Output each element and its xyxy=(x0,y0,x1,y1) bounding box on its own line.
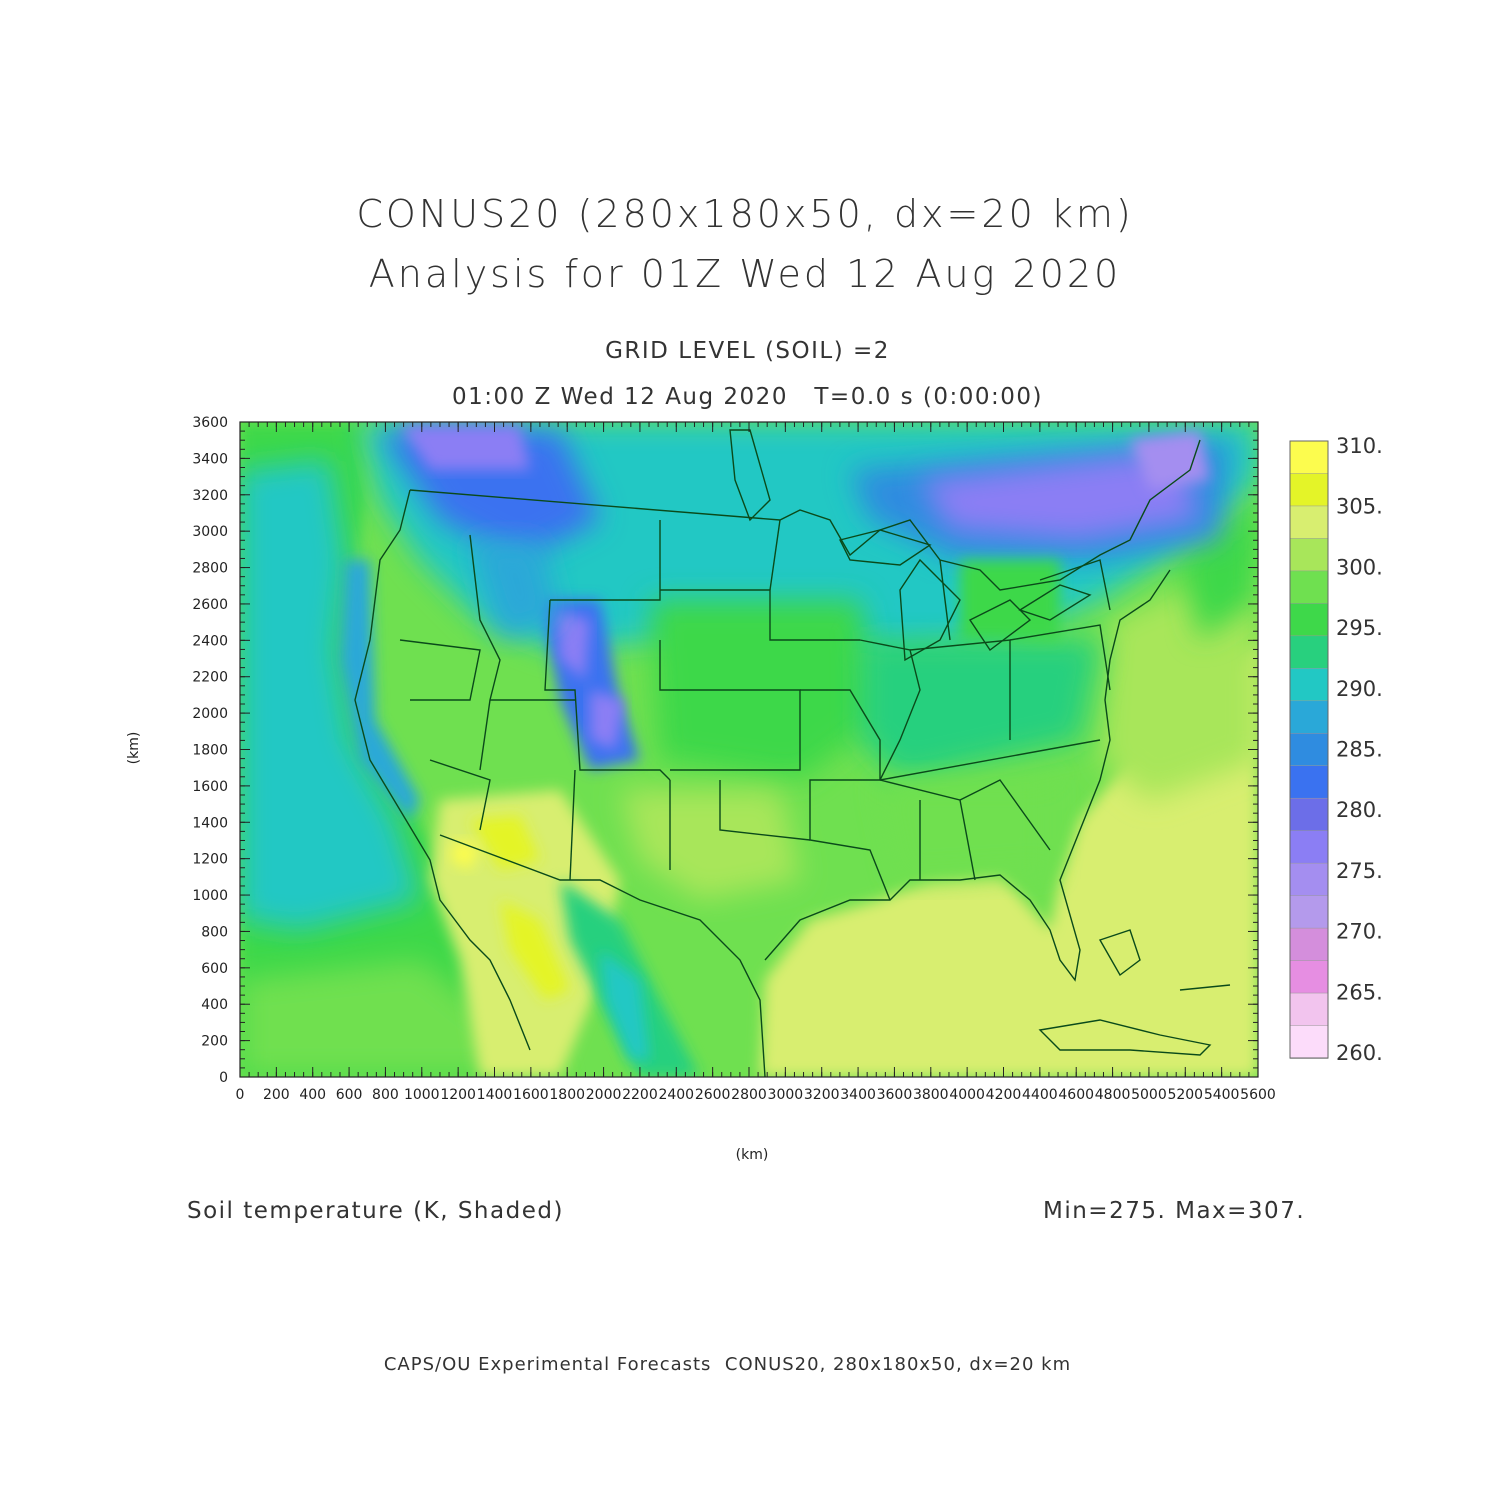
colorbar-label: 275. xyxy=(1336,859,1383,883)
x-tick-label: 600 xyxy=(336,1087,363,1103)
x-tick-label: 0 xyxy=(236,1087,245,1103)
credit-line: CAPS/OU Experimental Forecasts CONUS20, … xyxy=(383,1354,1072,1375)
colorbar-swatch xyxy=(1289,505,1329,540)
colorbar-label: 270. xyxy=(1336,920,1383,944)
colorbar-swatch xyxy=(1289,992,1329,1027)
colorbar-label: 280. xyxy=(1336,798,1383,822)
colorbar-swatch xyxy=(1289,765,1329,799)
x-tick-label: 2400 xyxy=(658,1087,694,1103)
x-tick-label: 4000 xyxy=(949,1087,985,1103)
colorbar-label: 310. xyxy=(1336,434,1383,458)
valid-time-label: 01:00 Z Wed 12 Aug 2020 T=0.0 s (0:00:00… xyxy=(452,384,1043,410)
x-axis-ticks: 0 200 400 600 800 1000 1200 1400 1600 1800 2000 220… xyxy=(236,422,1276,1103)
x-tick-label: 3800 xyxy=(913,1087,949,1103)
x-tick-label: 1600 xyxy=(513,1087,549,1103)
colorbar-swatch xyxy=(1289,700,1329,735)
y-tick-label: 1000 xyxy=(192,888,228,904)
colorbar-swatch xyxy=(1289,797,1329,832)
colorbar-swatch xyxy=(1289,538,1329,572)
colorbar xyxy=(1289,440,1329,1059)
y-tick-label: 3200 xyxy=(192,488,228,504)
x-tick-label: 4400 xyxy=(1022,1087,1058,1103)
x-tick-label: 400 xyxy=(299,1087,326,1103)
y-tick-label: 800 xyxy=(201,924,228,940)
colorbar-label: 285. xyxy=(1336,738,1383,762)
x-tick-label: 2600 xyxy=(695,1087,731,1103)
colorbar-swatch xyxy=(1289,473,1329,507)
colorbar-swatch xyxy=(1289,895,1329,929)
y-axis-label: (km) xyxy=(126,732,142,765)
y-tick-label: 0 xyxy=(219,1070,228,1086)
colorbar-swatch xyxy=(1289,927,1329,962)
x-tick-label: 200 xyxy=(263,1087,290,1103)
colorbar-label: 305. xyxy=(1336,495,1383,519)
y-tick-label: 1800 xyxy=(192,743,228,759)
x-tick-label: 4200 xyxy=(986,1087,1022,1103)
colorbar-swatch xyxy=(1289,830,1329,864)
y-tick-label: 1400 xyxy=(192,815,228,831)
x-tick-label: 1400 xyxy=(477,1087,513,1103)
x-tick-label: 4800 xyxy=(1095,1087,1131,1103)
chart-title-line1: CONUS20 (280x180x50, dx=20 km) xyxy=(356,192,1134,236)
x-tick-label: 5000 xyxy=(1131,1087,1167,1103)
x-tick-label: 3200 xyxy=(804,1087,840,1103)
grid-level-label: GRID LEVEL (SOIL) =2 xyxy=(605,338,890,364)
y-tick-label: 400 xyxy=(201,997,228,1013)
x-tick-label: 2000 xyxy=(586,1087,622,1103)
y-tick-label: 2400 xyxy=(192,633,228,649)
colorbar-swatch xyxy=(1289,960,1329,994)
colorbar-label: 295. xyxy=(1336,616,1383,640)
x-tick-label: 2200 xyxy=(622,1087,658,1103)
x-axis-label: (km) xyxy=(736,1147,769,1163)
y-tick-label: 2800 xyxy=(192,561,228,577)
x-tick-label: 1000 xyxy=(404,1087,440,1103)
x-tick-label: 5600 xyxy=(1240,1087,1276,1103)
colorbar-swatch xyxy=(1289,668,1329,702)
colorbar-swatch xyxy=(1289,440,1329,475)
x-tick-label: 1800 xyxy=(549,1087,585,1103)
colorbar-labels: 310. 305. 300. 295. 290. 285. 280. 275. 270. 265.… xyxy=(1336,434,1383,1065)
y-tick-label: 1600 xyxy=(192,779,228,795)
y-tick-label: 3600 xyxy=(192,415,228,431)
x-tick-label: 3000 xyxy=(768,1087,804,1103)
x-tick-label: 800 xyxy=(372,1087,399,1103)
y-tick-label: 600 xyxy=(201,961,228,977)
x-tick-label: 5400 xyxy=(1204,1087,1240,1103)
y-tick-label: 2600 xyxy=(192,597,228,613)
political-borders xyxy=(354,429,1231,1077)
colorbar-swatch xyxy=(1289,1025,1329,1059)
y-tick-label: 3400 xyxy=(192,451,228,467)
colorbar-swatch xyxy=(1289,733,1329,767)
y-tick-label: 1200 xyxy=(192,852,228,868)
y-tick-label: 2200 xyxy=(192,670,228,686)
field-description: Soil temperature (K, Shaded) xyxy=(187,1198,564,1224)
soil-temperature-field xyxy=(240,422,1258,1077)
x-tick-label: 1200 xyxy=(440,1087,476,1103)
y-axis-ticks: 0 200 400 600 800 1000 1200 1400 1600 1800 2000 220… xyxy=(192,415,1258,1086)
colorbar-swatch xyxy=(1289,603,1329,637)
min-max-label: Min=275. Max=307. xyxy=(1043,1198,1306,1224)
colorbar-frame xyxy=(1289,440,1329,1059)
x-tick-label: 5200 xyxy=(1167,1087,1203,1103)
x-tick-label: 2800 xyxy=(731,1087,767,1103)
y-tick-label: 200 xyxy=(201,1034,228,1050)
colorbar-label: 290. xyxy=(1336,677,1383,701)
colorbar-swatch xyxy=(1289,635,1329,670)
colorbar-label: 260. xyxy=(1336,1041,1383,1065)
colorbar-label: 300. xyxy=(1336,555,1383,579)
x-tick-label: 3400 xyxy=(840,1087,876,1103)
y-tick-label: 3000 xyxy=(192,524,228,540)
y-tick-label: 2000 xyxy=(192,706,228,722)
colorbar-swatch xyxy=(1289,862,1329,897)
colorbar-swatch xyxy=(1289,570,1329,605)
chart-title-line2: Analysis for 01Z Wed 12 Aug 2020 xyxy=(368,252,1122,296)
x-tick-label: 3600 xyxy=(877,1087,913,1103)
x-tick-label: 4600 xyxy=(1058,1087,1094,1103)
colorbar-label: 265. xyxy=(1336,980,1383,1004)
